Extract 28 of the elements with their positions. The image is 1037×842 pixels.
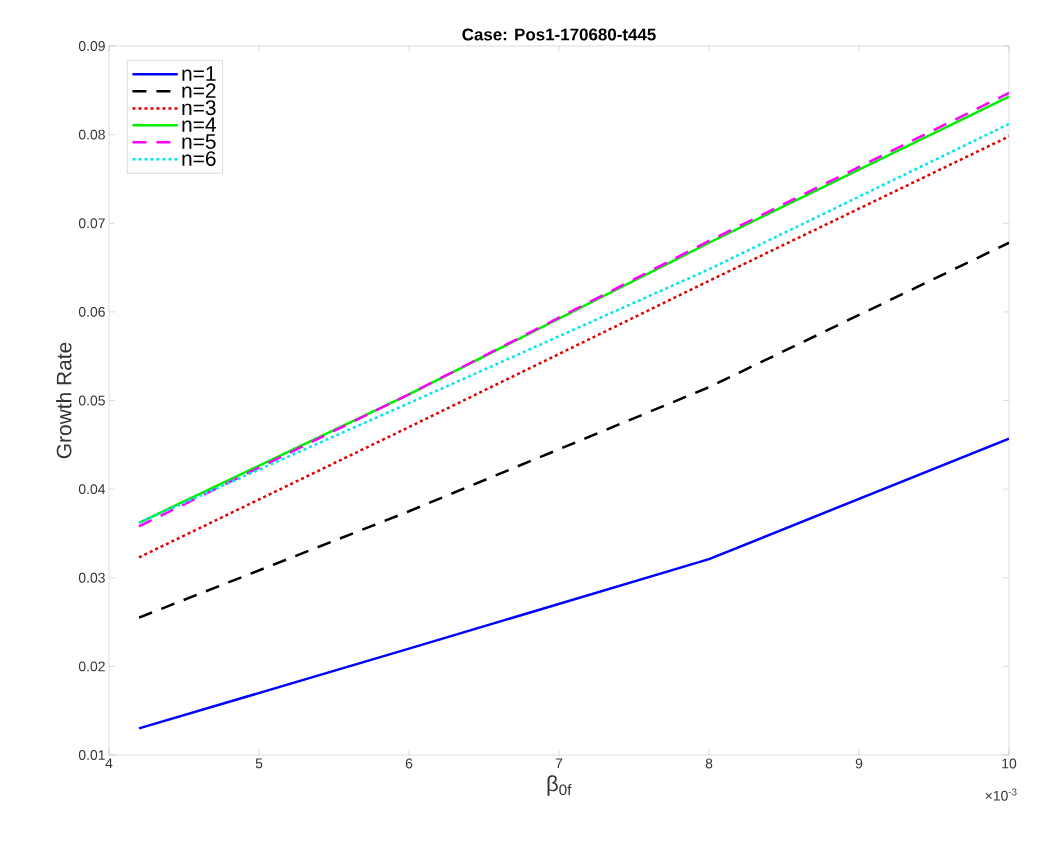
x-axis-title: β$_{0f}$: [547, 775, 572, 796]
x-tick-label: 7: [555, 758, 563, 769]
chart-title: Case: Pos1-170680-t445: [462, 28, 656, 41]
y-tick-label: 0.01: [78, 750, 105, 760]
y-tick-label: 0.05: [78, 395, 105, 406]
y-tick-label: 0.04: [78, 484, 106, 495]
x-tick-label: 8: [705, 758, 713, 769]
y-tick-label: 0.07: [78, 218, 105, 229]
x-tick-label: 6: [405, 758, 413, 769]
line-series: [137, 241, 1010, 619]
y-tick-label: 0.08: [78, 129, 105, 140]
x-tick-label: 4: [105, 758, 113, 769]
legend-label: n=2: [182, 83, 216, 98]
y-tick-label: 0.03: [78, 572, 105, 583]
y-tick-label: 0.09: [78, 41, 105, 51]
y-axis-title: Growth Rate: [56, 342, 72, 459]
legend-label: n=1: [182, 66, 216, 81]
x-tick-label: 5: [255, 758, 263, 769]
legend-label: n=4: [182, 117, 216, 132]
legend-label: n=3: [182, 100, 216, 116]
x-tick-label: 9: [855, 758, 863, 769]
y-tick-label: 0.02: [78, 661, 105, 672]
legend-label: n=6: [182, 151, 216, 166]
y-tick-label: 0.06: [78, 306, 105, 317]
x-tick-label: 10: [1002, 758, 1017, 769]
line-series: [137, 437, 1010, 730]
legend-label: n=5: [182, 134, 216, 149]
text: ×10$^{-3}$: [985, 788, 1017, 801]
